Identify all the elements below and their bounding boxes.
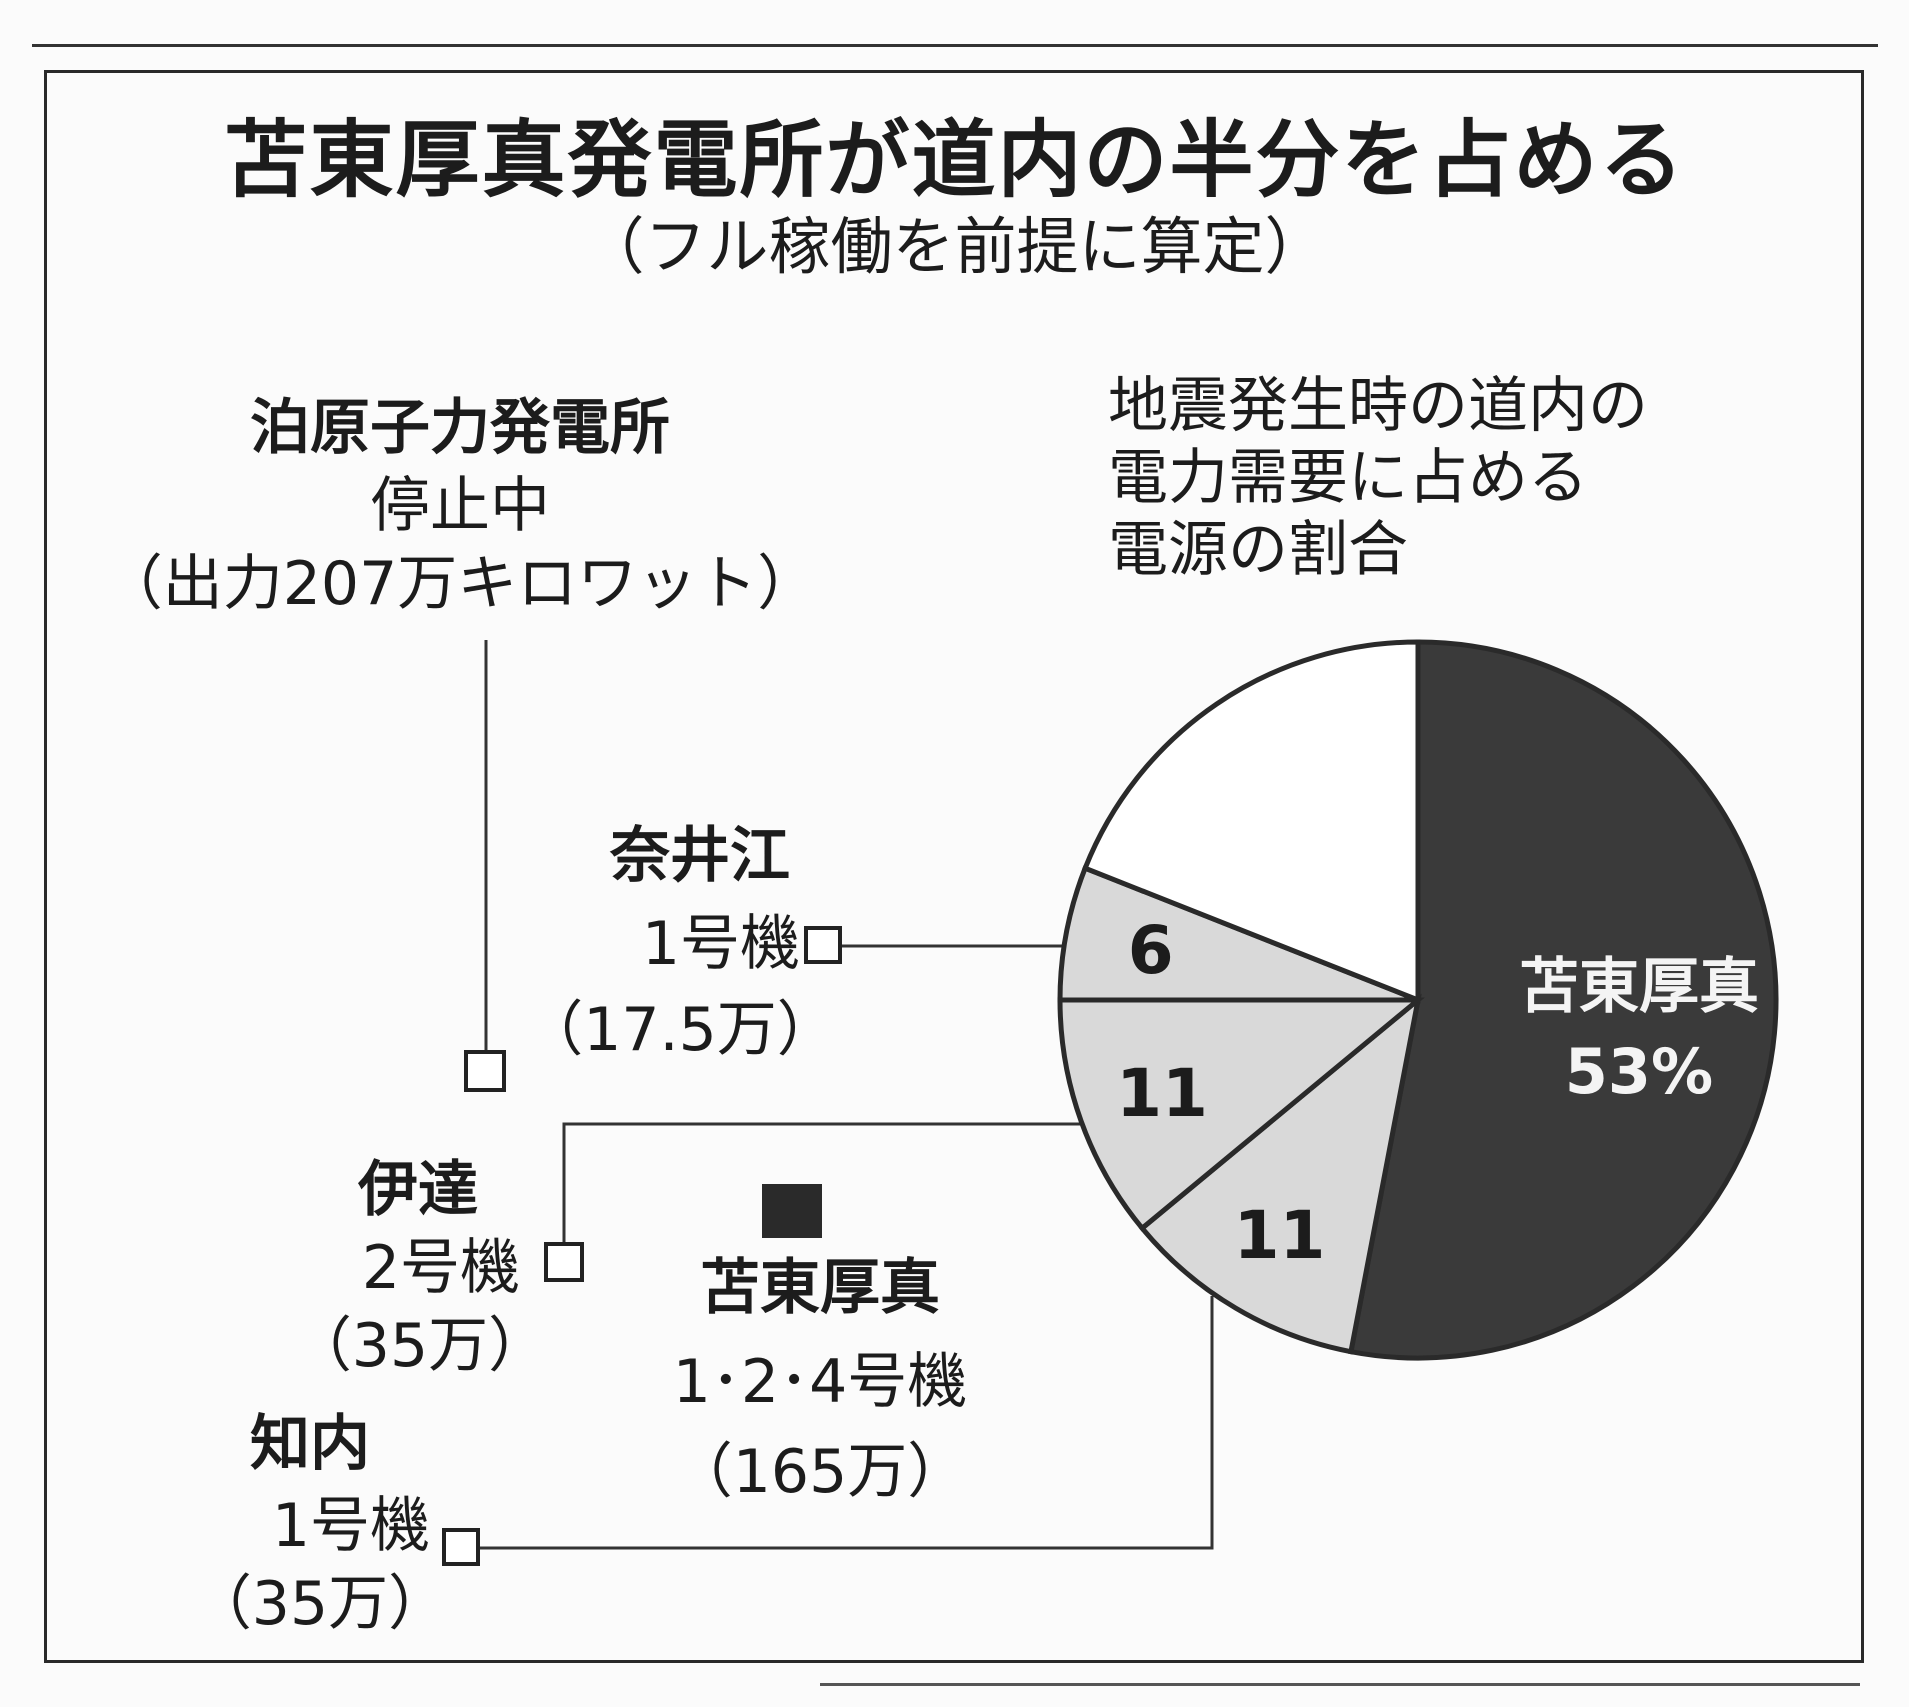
connector-shiriuchi: [480, 1296, 1214, 1550]
pie-chart: 苫東厚真 53% 11 11 6: [1057, 639, 1779, 1361]
pie-slice-value-0: 53%: [1565, 1035, 1713, 1108]
bottom-rule: [820, 1683, 1860, 1686]
pie-slice-4: [1081, 639, 1421, 1004]
top-rule: [32, 44, 1878, 47]
pie-title-line-2: 電力需要に占める: [1108, 443, 1588, 513]
plant-naie-name: 奈井江: [610, 821, 790, 891]
plant-tomatoatsuma-unit: 1･2･4号機: [672, 1347, 968, 1417]
plant-shiriuchi-unit: 1号機: [271, 1491, 430, 1561]
figure-frame: [44, 70, 1864, 1663]
plant-naie-unit: 1号機: [641, 909, 800, 979]
connector-date: [562, 1122, 1090, 1254]
plant-date-unit: 2号機: [361, 1233, 520, 1303]
plant-tomatoatsuma-name: 苫東厚真: [700, 1253, 940, 1323]
plant-shiriuchi-name: 知内: [250, 1409, 370, 1479]
plant-shiriuchi-capacity: （35万）: [191, 1569, 449, 1639]
pie-title-line-1: 地震発生時の道内の: [1108, 371, 1648, 441]
plant-tomari-capacity: （出力207万キロワット）: [102, 549, 818, 619]
pie-slice-value-1: 11: [1234, 1197, 1326, 1274]
pie-slice-2: [1057, 997, 1425, 1232]
plant-tomatoatsuma-capacity: （165万）: [672, 1437, 968, 1507]
pie-slice-value-2: 11: [1116, 1055, 1208, 1132]
plant-tomari-name: 泊原子力発電所: [250, 393, 670, 463]
plant-tomari-unit: 停止中: [370, 471, 550, 541]
plant-date-name: 伊達: [358, 1155, 478, 1225]
chart-title: 苫東厚真発電所が道内の半分を占める: [223, 111, 1686, 209]
marker-naie: [804, 926, 842, 964]
pie-title-line-3: 電源の割合: [1108, 515, 1408, 585]
plant-date-capacity: （35万）: [291, 1311, 549, 1381]
chart-subtitle: （フル稼働を前提に算定）: [582, 210, 1327, 283]
pie-slice-1: [1138, 993, 1422, 1355]
marker-date: [544, 1242, 584, 1282]
pie-slice-label-0: 苫東厚真: [1519, 952, 1759, 1022]
pie-slice-0: [1347, 639, 1779, 1361]
marker-shiriuchi: [442, 1528, 480, 1566]
marker-tomatoatsuma: [762, 1184, 822, 1238]
pie-slice-value-3: 6: [1128, 912, 1174, 989]
marker-tomari: [464, 1050, 506, 1092]
plant-naie-capacity: （17.5万）: [523, 995, 837, 1065]
